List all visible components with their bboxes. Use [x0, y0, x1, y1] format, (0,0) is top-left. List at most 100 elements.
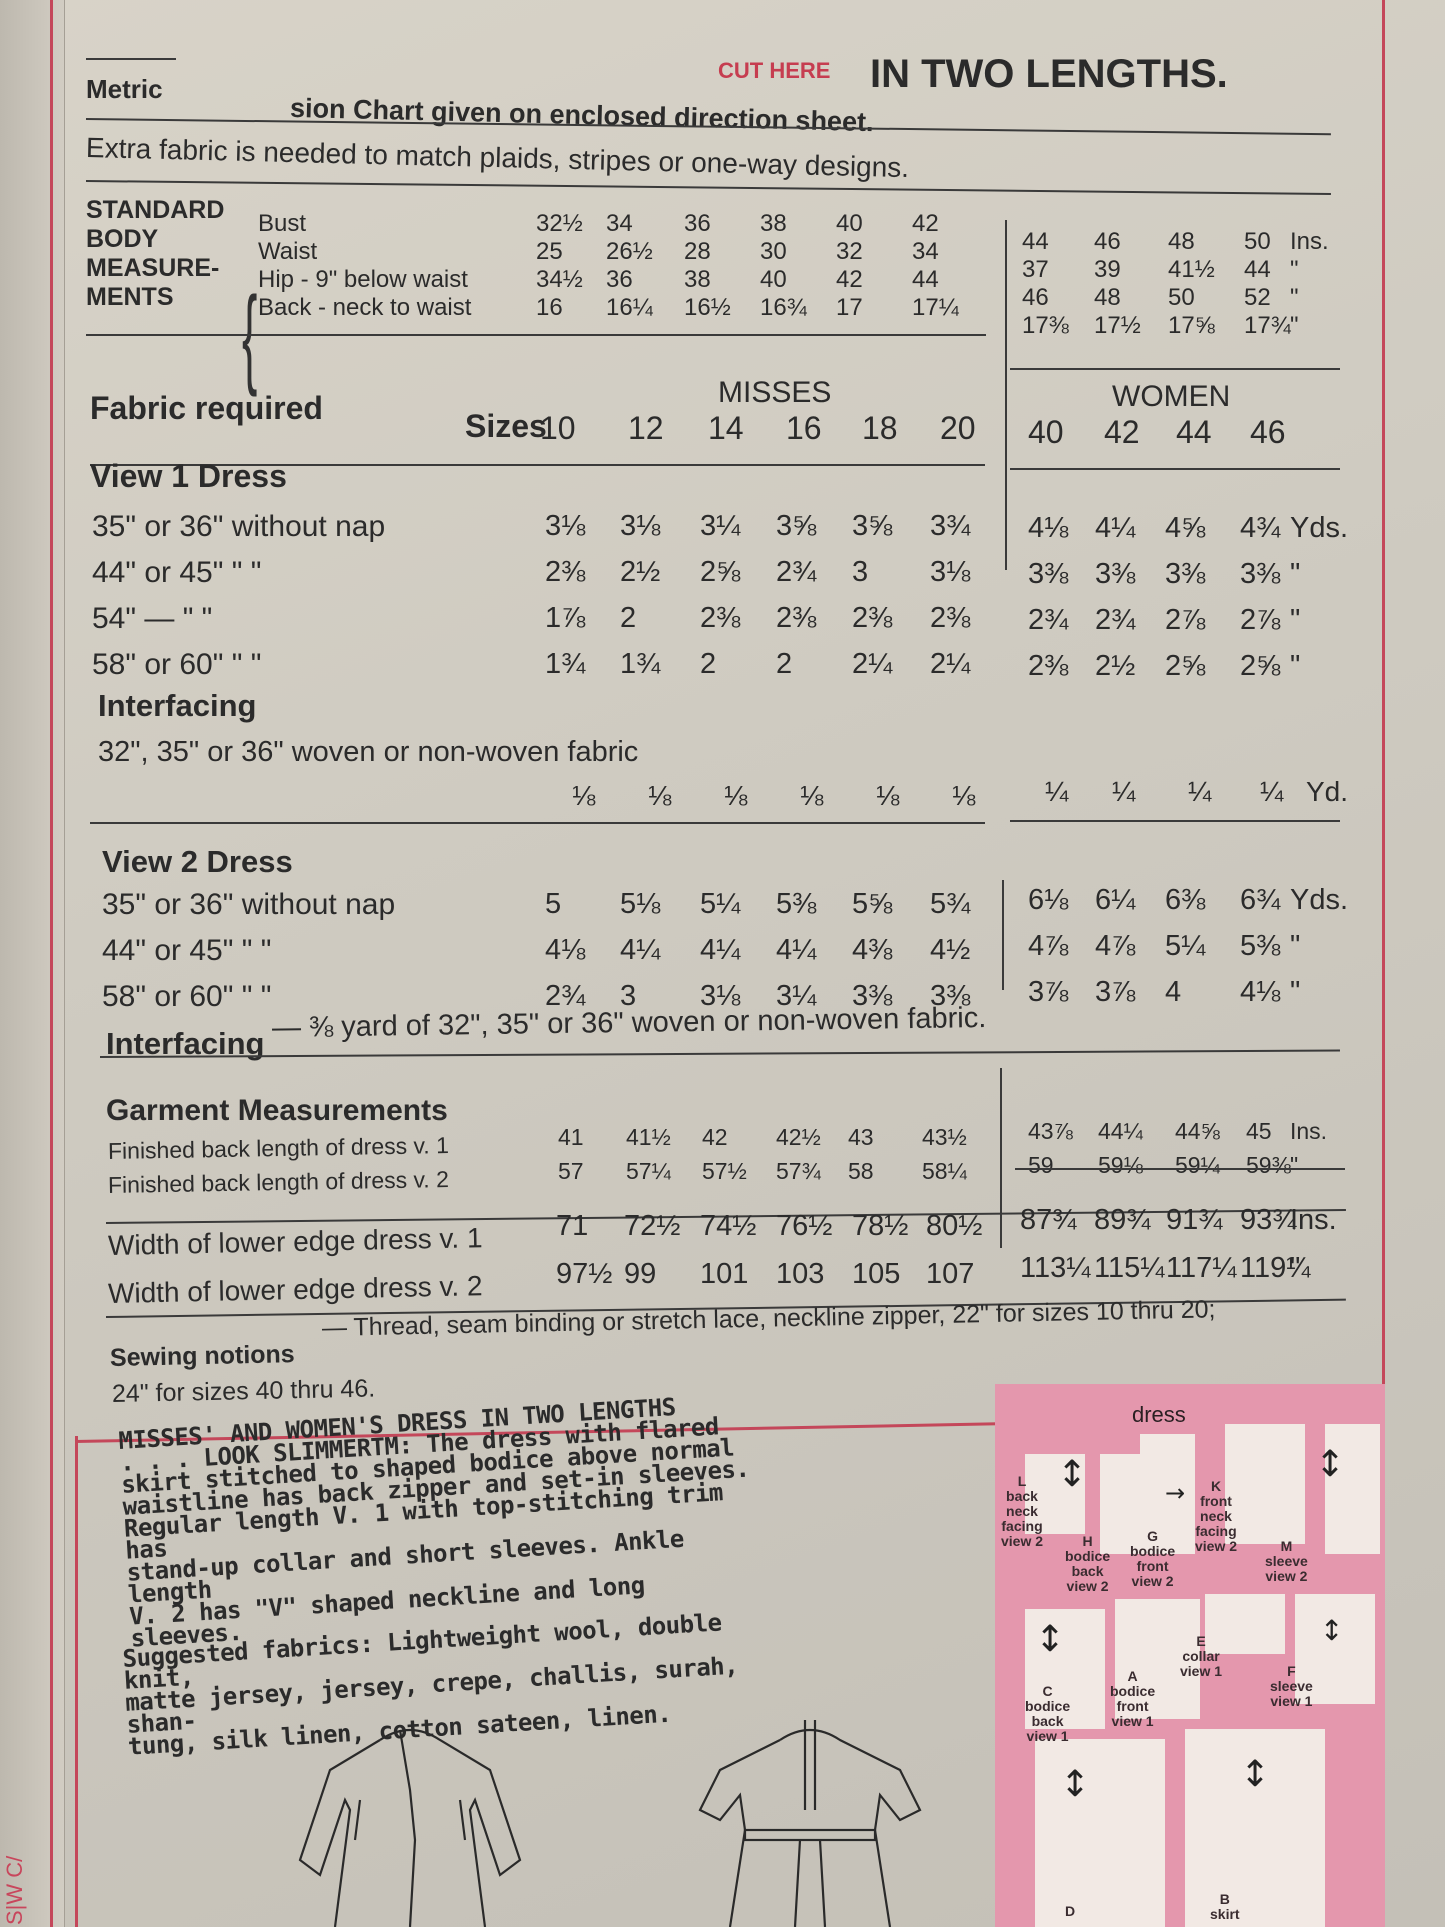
women-value: 6¼	[1095, 884, 1136, 916]
misses-value: 41½	[626, 1124, 671, 1150]
piece-label-G: G bodice front view 2	[1130, 1528, 1176, 1589]
misses-value: 74½	[700, 1210, 757, 1242]
women-value: 48	[1168, 228, 1195, 255]
women-value: 50	[1244, 228, 1271, 255]
piece-label-A: A bodice front view 1	[1110, 1668, 1156, 1729]
women-value: 4	[1165, 976, 1182, 1008]
women-value: 17⅜	[1022, 312, 1069, 339]
misses-value: 2	[776, 648, 793, 680]
rule-3b	[1010, 368, 1340, 370]
misses-value: 42	[836, 266, 863, 293]
row-label: Width of lower edge dress v. 1	[107, 1222, 483, 1261]
unit-label: "	[1290, 256, 1299, 283]
misses-value: 26½	[606, 238, 653, 265]
unit-label: "	[1290, 930, 1301, 962]
misses-value: 1⅞	[545, 602, 586, 634]
misses-value: 5⅛	[620, 888, 661, 920]
misses-value: 4½	[930, 934, 971, 966]
misses-value: 41	[558, 1124, 584, 1150]
cut-here-label: CUT HERE	[718, 58, 831, 83]
row-label: 44" or 45" " "	[102, 934, 272, 967]
misses-value: 3¼	[776, 980, 817, 1012]
misses-value: 2⅜	[545, 556, 586, 588]
misses-value: 43½	[922, 1124, 967, 1150]
misses-value: 16¼	[606, 294, 653, 321]
side-text-bottom: S|W C/	[2, 1855, 27, 1925]
unit-label: "	[1290, 604, 1301, 636]
misses-value: 40	[760, 266, 787, 293]
misses-value: 103	[776, 1258, 825, 1290]
piece-label-L: L back neck facing view 2	[1001, 1473, 1044, 1549]
unit-label: Ins.	[1290, 1118, 1328, 1144]
rule-5	[90, 822, 985, 824]
misses-label: MISSES	[718, 376, 832, 409]
row-label: 54" — " "	[92, 602, 213, 635]
piece-label-D: D	[1065, 1903, 1076, 1919]
misses-value: 3⅛	[930, 556, 971, 588]
misses-value: 34	[912, 238, 939, 265]
view1-title: View 1 Dress	[90, 458, 287, 494]
misses-value: 2¼	[930, 648, 971, 680]
interfacing-misses: ⅛	[952, 780, 976, 811]
women-value: 6¾	[1240, 884, 1281, 916]
misses-value: 57¾	[776, 1158, 821, 1184]
misses-value: 5⅜	[776, 888, 817, 920]
women-value: 6⅜	[1165, 884, 1206, 916]
misses-value: 36	[606, 266, 633, 293]
misses-value: 105	[852, 1258, 901, 1290]
misses-value: 3⅛	[700, 980, 741, 1012]
misses-value: 1¾	[620, 648, 661, 680]
piece-label-K: K front neck facing view 2	[1195, 1478, 1238, 1554]
misses-value: 3¾	[930, 510, 971, 542]
misses-value: 58¼	[922, 1158, 967, 1184]
misses-value: 2	[620, 602, 637, 634]
extra-fabric-note: Extra fabric is needed to match plaids, …	[85, 132, 910, 184]
grain-arrow-icon: ↕	[1035, 1619, 1066, 1660]
misses-value: 16¾	[760, 294, 807, 321]
rule-3	[86, 334, 986, 336]
misses-value: 2¾	[545, 980, 586, 1012]
interfacing-women: ¼	[1045, 776, 1069, 807]
misses-value: 57	[558, 1158, 584, 1184]
women-value: 89¾	[1094, 1204, 1151, 1236]
metric-conversion-note: sion Chart given on enclosed direction s…	[289, 92, 874, 138]
misses-value: 2⅜	[930, 602, 971, 634]
women-value: 48	[1094, 284, 1121, 311]
divider-women-gm	[1000, 1068, 1002, 1248]
misses-size: 16	[786, 410, 822, 446]
misses-size: 14	[708, 410, 744, 446]
unit-label: "	[1290, 558, 1301, 590]
misses-value: 3⅜	[852, 980, 893, 1012]
misses-value: 97½	[556, 1258, 613, 1290]
view1-interfacing-desc: 32", 35" or 36" woven or non-woven fabri…	[98, 736, 639, 768]
view1-interfacing-title: Interfacing	[98, 688, 257, 723]
unit-label: "	[1290, 1152, 1299, 1178]
piece-L-shape	[1025, 1454, 1085, 1534]
piece-E-shape	[1205, 1594, 1285, 1654]
women-value: 59	[1028, 1152, 1054, 1178]
women-value: 91¾	[1166, 1204, 1223, 1236]
women-value: 4⅛	[1028, 512, 1069, 544]
interfacing-misses: ⅛	[572, 780, 596, 811]
unit-label: "	[1290, 284, 1299, 311]
grain-arrow-icon: ↕	[1057, 1454, 1088, 1495]
layout-title: dress	[1132, 1402, 1186, 1427]
misses-value: 2	[700, 648, 717, 680]
misses-value: 2⅜	[776, 602, 817, 634]
women-value: 50	[1168, 284, 1195, 311]
women-value: 4¾	[1240, 512, 1281, 544]
misses-value: 58	[848, 1158, 874, 1184]
interfacing-women: ¼	[1112, 776, 1136, 807]
row-label: Finished back length of dress v. 1	[107, 1132, 450, 1164]
women-value: 4⅞	[1028, 930, 1069, 962]
women-value: 6⅛	[1028, 884, 1069, 916]
rule-2	[85, 180, 1331, 196]
grain-arrow-icon: ↕	[1315, 1444, 1346, 1485]
interfacing-misses: ⅛	[724, 780, 748, 811]
women-value: 17⅝	[1168, 312, 1215, 339]
misses-value: 101	[700, 1258, 749, 1290]
women-value: 4⅛	[1240, 976, 1281, 1008]
women-value: 46	[1094, 228, 1121, 255]
divider-women-v2	[1002, 880, 1004, 990]
